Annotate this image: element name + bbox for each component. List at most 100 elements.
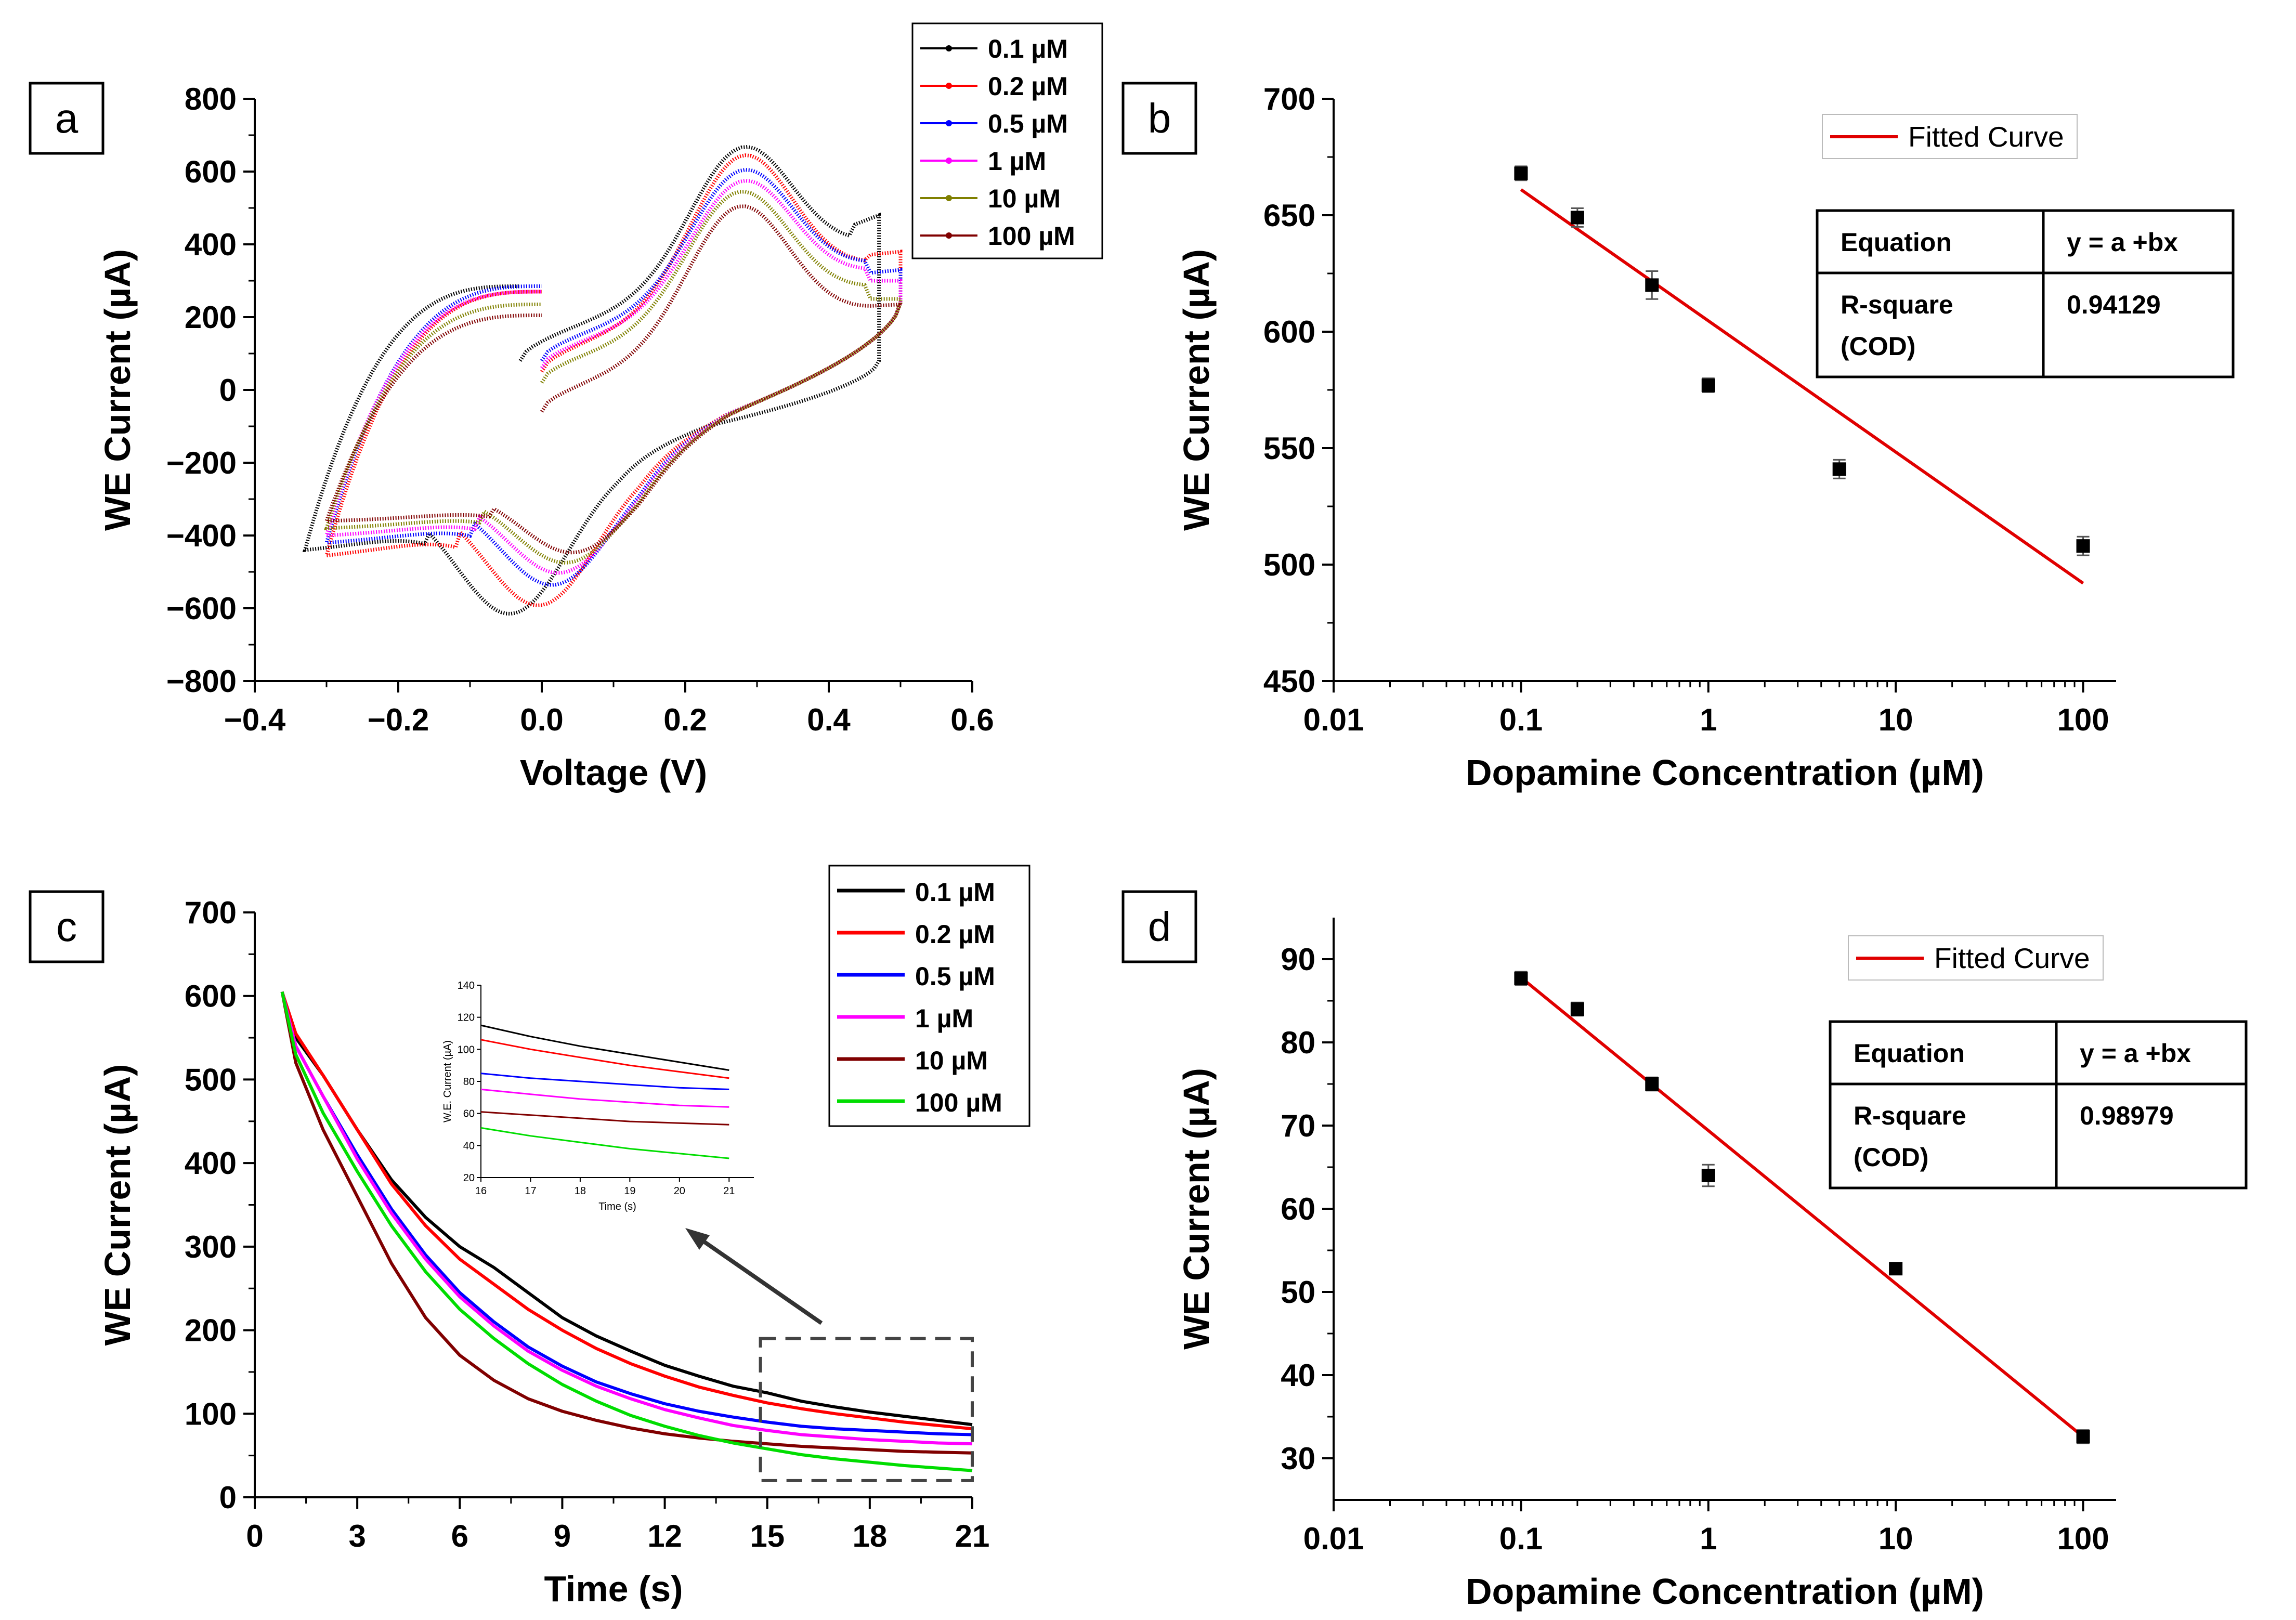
cv-series-0	[302, 145, 881, 616]
x-tick-label: 10	[1878, 1521, 1913, 1556]
y-tick-label: 600	[185, 154, 237, 189]
x-tick-label: 0.0	[520, 702, 563, 737]
x-tick-label: 100	[2057, 1521, 2109, 1556]
inset-x-tick-label: 19	[624, 1185, 635, 1197]
legend-c: 0.1 µM 0.2 µM 0.5 µM 1 µM 10 µM 100 µM	[828, 865, 1030, 1127]
y-axis-title: WE Current (µA)	[97, 249, 138, 531]
inset-x-title: Time (s)	[598, 1201, 636, 1212]
x-tick-label: 1	[1700, 1521, 1717, 1556]
inset-x-tick-label: 18	[575, 1185, 586, 1197]
x-tick-label: 0.2	[663, 702, 707, 737]
y-tick-label: −400	[166, 518, 237, 553]
x-tick-label: −0.4	[224, 702, 286, 737]
data-point	[2076, 539, 2090, 553]
ca-series-2	[280, 991, 973, 1436]
x-tick-label: 0.4	[807, 702, 851, 737]
x-axis-title: Dopamine Concentration (µM)	[1466, 752, 1984, 793]
x-tick-label: 21	[955, 1519, 990, 1553]
legend-marker	[946, 45, 952, 51]
fit-line	[1520, 976, 2084, 1438]
y-tick-label: 80	[1281, 1025, 1315, 1060]
data-point	[1701, 1169, 1715, 1182]
legend-box	[828, 865, 1030, 1127]
axes-d: 0.01 0.1 1 10 100 30 40 50 60 70 80 90 Dopamine Conc…	[1176, 918, 2116, 1612]
x-tick-label: 3	[348, 1519, 366, 1553]
data-point	[1645, 278, 1659, 292]
panel-letter-b: b	[1148, 95, 1171, 141]
arrow-head-icon	[685, 1228, 710, 1250]
x-tick-label: 12	[647, 1519, 682, 1553]
x-tick-label: 0.01	[1303, 702, 1364, 737]
panel-label-b: b	[1121, 82, 1197, 155]
table-cell: y = a +bx	[2067, 228, 2178, 257]
inset-series-4	[480, 1111, 729, 1126]
table-cell: Equation	[1854, 1039, 1965, 1068]
cv-curves	[302, 145, 903, 616]
y-tick-label: 0	[219, 1480, 237, 1515]
y-tick-label: −200	[166, 446, 237, 480]
panel-label-c: c	[29, 890, 105, 963]
table-cell: R-square	[1841, 290, 1953, 319]
legend-label: 1 µM	[915, 1004, 973, 1033]
ca-curves	[280, 991, 974, 1482]
x-tick-label: −0.2	[368, 702, 429, 737]
inset-y-tick-label: 20	[463, 1172, 475, 1184]
fit-line	[1520, 188, 2084, 585]
inset-series-3	[480, 1088, 729, 1108]
legend-label: 0.5 µM	[988, 109, 1068, 138]
fit-table-d: Equation y = a +bx R-square (COD) 0.98979	[1829, 1020, 2248, 1190]
legend-marker	[946, 120, 952, 126]
data-point	[2076, 1430, 2090, 1444]
table-cell: Equation	[1841, 228, 1952, 257]
table-cell: (COD)	[1854, 1143, 1928, 1172]
y-tick-label: 40	[1281, 1358, 1315, 1393]
y-tick-label: 90	[1281, 942, 1315, 977]
panel-label-box	[1121, 890, 1197, 963]
x-tick-label: 6	[451, 1519, 468, 1553]
zoom-arrow	[693, 1233, 823, 1325]
data-point	[1889, 1262, 1903, 1276]
table-cell: 0.98979	[2080, 1101, 2174, 1130]
axes-c: 0 3 6 9 12 15 18 21 0 100 200 300 400 500 600 700 Time (…	[97, 895, 989, 1609]
y-tick-label: 500	[185, 1062, 237, 1097]
y-tick-label: 650	[1263, 198, 1315, 233]
y-axis-title: WE Current (µA)	[1176, 249, 1217, 531]
legend-label: 10 µM	[915, 1046, 988, 1075]
ca-series-3	[280, 991, 973, 1446]
y-tick-label: 70	[1281, 1108, 1315, 1143]
panel-label-box	[29, 890, 105, 963]
zoom-box	[759, 1337, 974, 1482]
x-tick-label: 0.1	[1499, 1521, 1543, 1556]
x-axis-title: Time (s)	[544, 1569, 683, 1609]
cv-series-5	[324, 204, 903, 555]
legend-marker	[946, 83, 952, 89]
inset-x-tick-label: 20	[674, 1185, 685, 1197]
inset-y-tick-label: 60	[463, 1108, 475, 1120]
x-tick-label: 15	[750, 1519, 785, 1553]
table-cell: (COD)	[1841, 332, 1915, 361]
legend-label: 0.2 µM	[988, 72, 1068, 101]
data-point	[1570, 1002, 1584, 1016]
panel-label-d: d	[1121, 890, 1197, 963]
x-tick-label: 0.01	[1303, 1521, 1364, 1556]
y-tick-label: 600	[185, 979, 237, 1014]
inset-series-0	[480, 1024, 729, 1071]
inset-x-tick-label: 17	[525, 1185, 536, 1197]
y-axis-title: WE Current (µA)	[97, 1064, 138, 1346]
y-axis-title: WE Current (µA)	[1176, 1068, 1217, 1350]
cv-series-3	[324, 179, 903, 575]
legend-label: 10 µM	[988, 184, 1061, 213]
legend-a: 0.1 µM 0.2 µM 0.5 µM 1 µM 10 µM 100 µM	[911, 22, 1103, 259]
ca-series-1	[280, 991, 973, 1431]
legend-label: 0.1 µM	[915, 878, 995, 907]
inset-x-tick-label: 16	[475, 1185, 487, 1197]
plot-d	[1514, 971, 2090, 1444]
inset-x-tick-label: 21	[723, 1185, 735, 1197]
x-tick-label: 10	[1878, 702, 1913, 737]
table-border	[1829, 1020, 2248, 1190]
legend-label: 0.1 µM	[988, 34, 1068, 63]
x-tick-label: 0.1	[1499, 702, 1543, 737]
ca-series-4	[280, 991, 973, 1455]
fit-legend-label: Fitted Curve	[1934, 942, 2090, 974]
inset-y-tick-label: 40	[463, 1140, 475, 1152]
